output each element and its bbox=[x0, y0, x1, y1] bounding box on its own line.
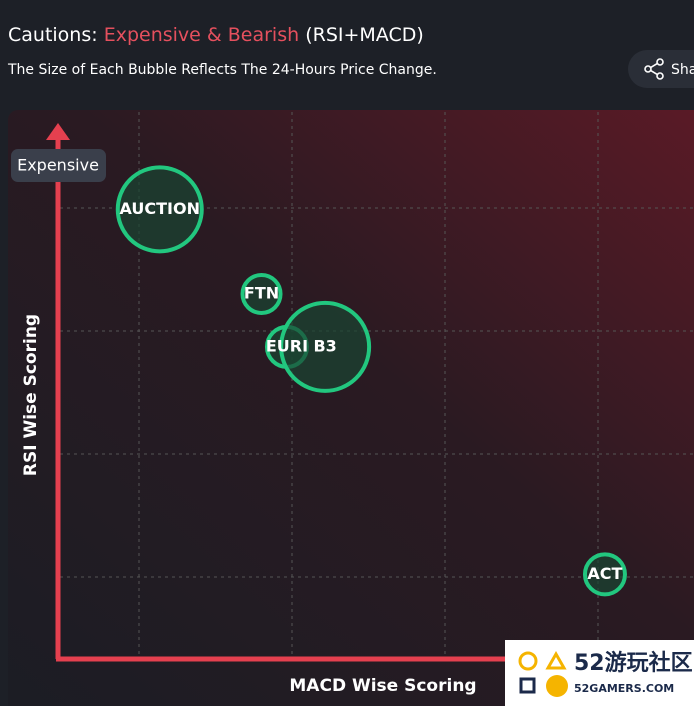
bubble bbox=[115, 165, 204, 254]
share-icon bbox=[644, 58, 664, 80]
y-axis-arrow bbox=[46, 123, 70, 140]
title-prefix: Cautions: bbox=[8, 24, 98, 46]
title-highlight: Expensive & Bearish bbox=[104, 24, 299, 46]
bubble-label: ACT bbox=[587, 564, 622, 583]
bubble-label: FTN bbox=[244, 283, 279, 302]
x-axis-label: MACD Wise Scoring bbox=[289, 676, 476, 696]
bubble bbox=[279, 300, 372, 393]
badge-label: Expensive bbox=[17, 156, 99, 175]
bubble-label: AUCTION bbox=[120, 199, 200, 218]
watermark-site: 52GAMERS.COM bbox=[574, 682, 674, 695]
title-suffix: (RSI+MACD) bbox=[305, 24, 424, 46]
share-label[interactable]: Share bbox=[671, 62, 694, 78]
share-button[interactable] bbox=[628, 50, 694, 88]
watermark-brand: 52游玩社区 bbox=[574, 650, 693, 676]
plot-area bbox=[8, 110, 694, 706]
bubble bbox=[582, 552, 627, 597]
bubble-label: B3 bbox=[313, 336, 336, 355]
subtitle: The Size of Each Bubble Reflects The 24-… bbox=[7, 62, 437, 78]
watermark bbox=[505, 640, 694, 706]
bubble bbox=[240, 272, 283, 315]
title: Cautions: Expensive & Bearish (RSI+MACD) bbox=[8, 24, 424, 46]
watermark-logo bbox=[518, 650, 568, 697]
bubble-label: EURI bbox=[266, 336, 308, 355]
y-axis-label: RSI Wise Scoring bbox=[21, 314, 41, 476]
badge bbox=[11, 149, 106, 182]
